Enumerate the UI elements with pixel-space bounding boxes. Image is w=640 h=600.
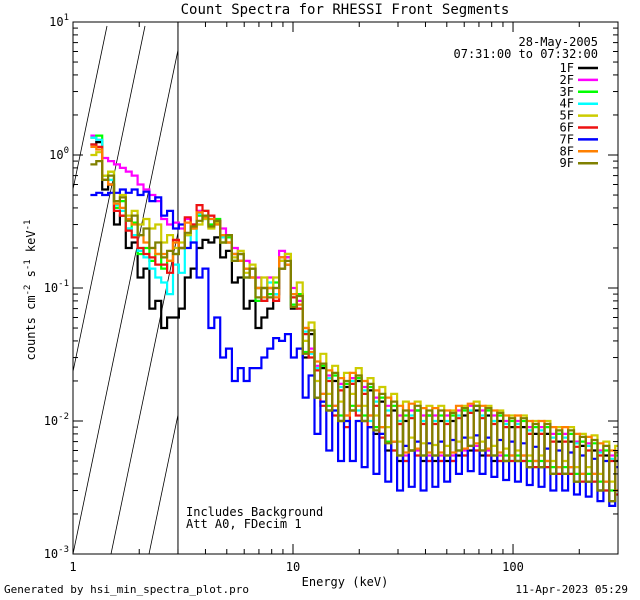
y-tick-label: 101 xyxy=(49,13,69,29)
y-axis-label: counts cm-2 s-1 keV-1 xyxy=(23,220,38,361)
hatch-line xyxy=(301,26,411,554)
x-axis-label: Energy (keV) xyxy=(302,575,389,589)
legend-label: 6F xyxy=(560,121,574,135)
hatch-line xyxy=(148,412,178,554)
axis-ticks xyxy=(72,21,619,555)
annotation-attenuator: Att A0, FDecim 1 xyxy=(186,517,302,531)
legend-label: 9F xyxy=(560,156,574,170)
legend-label: 4F xyxy=(560,97,574,111)
y-tick-label: 10-2 xyxy=(44,412,69,428)
x-tick-label: 1 xyxy=(69,560,76,574)
annotation-background: Includes Background xyxy=(186,505,323,519)
y-axis-label-exp1: -2 xyxy=(23,285,33,296)
legend-label: 7F xyxy=(560,132,574,146)
x-tick-labels: 1 10 100 xyxy=(69,560,523,574)
time-range-label: 07:31:00 to 07:32:00 xyxy=(454,47,599,61)
y-axis-label-kev: keV xyxy=(24,230,38,259)
generated-by-label: Generated by hsi_min_spectra_plot.pro xyxy=(4,583,250,596)
y-tick-labels: 10-3 10-2 10-1 100 101 xyxy=(44,13,69,561)
y-axis-label-counts: counts cm xyxy=(24,295,38,360)
plot-frame xyxy=(72,21,619,555)
series-line-9F xyxy=(90,160,618,503)
hatch-line xyxy=(73,48,178,554)
hatch-line xyxy=(73,25,146,374)
hatch-line xyxy=(187,26,297,554)
legend-label: 3F xyxy=(560,85,574,99)
y-tick-label: 10-3 xyxy=(44,545,69,561)
timestamp-label: 11-Apr-2023 05:29 xyxy=(515,583,628,596)
series-layer xyxy=(90,22,618,554)
x-tick-label: 10 xyxy=(286,560,300,574)
date-label: 28-May-2005 xyxy=(519,35,598,49)
y-tick-label: 10-1 xyxy=(44,279,69,295)
legend-label: 5F xyxy=(560,109,574,123)
y-axis-label-exp3: -1 xyxy=(23,220,33,231)
chart-title: Count Spectra for RHESSI Front Segments xyxy=(181,2,510,18)
hatch-line xyxy=(73,25,108,192)
y-axis-label-exp2: -1 xyxy=(23,259,33,270)
y-axis-label-s: s xyxy=(24,270,38,284)
hatch-line xyxy=(0,26,69,554)
series-line-7F xyxy=(90,188,618,507)
legend-label: 2F xyxy=(560,73,574,87)
legend-label: 1F xyxy=(560,61,574,75)
y-tick-label: 100 xyxy=(49,146,69,162)
x-tick-label: 100 xyxy=(502,560,524,574)
legend-label: 8F xyxy=(560,144,574,158)
